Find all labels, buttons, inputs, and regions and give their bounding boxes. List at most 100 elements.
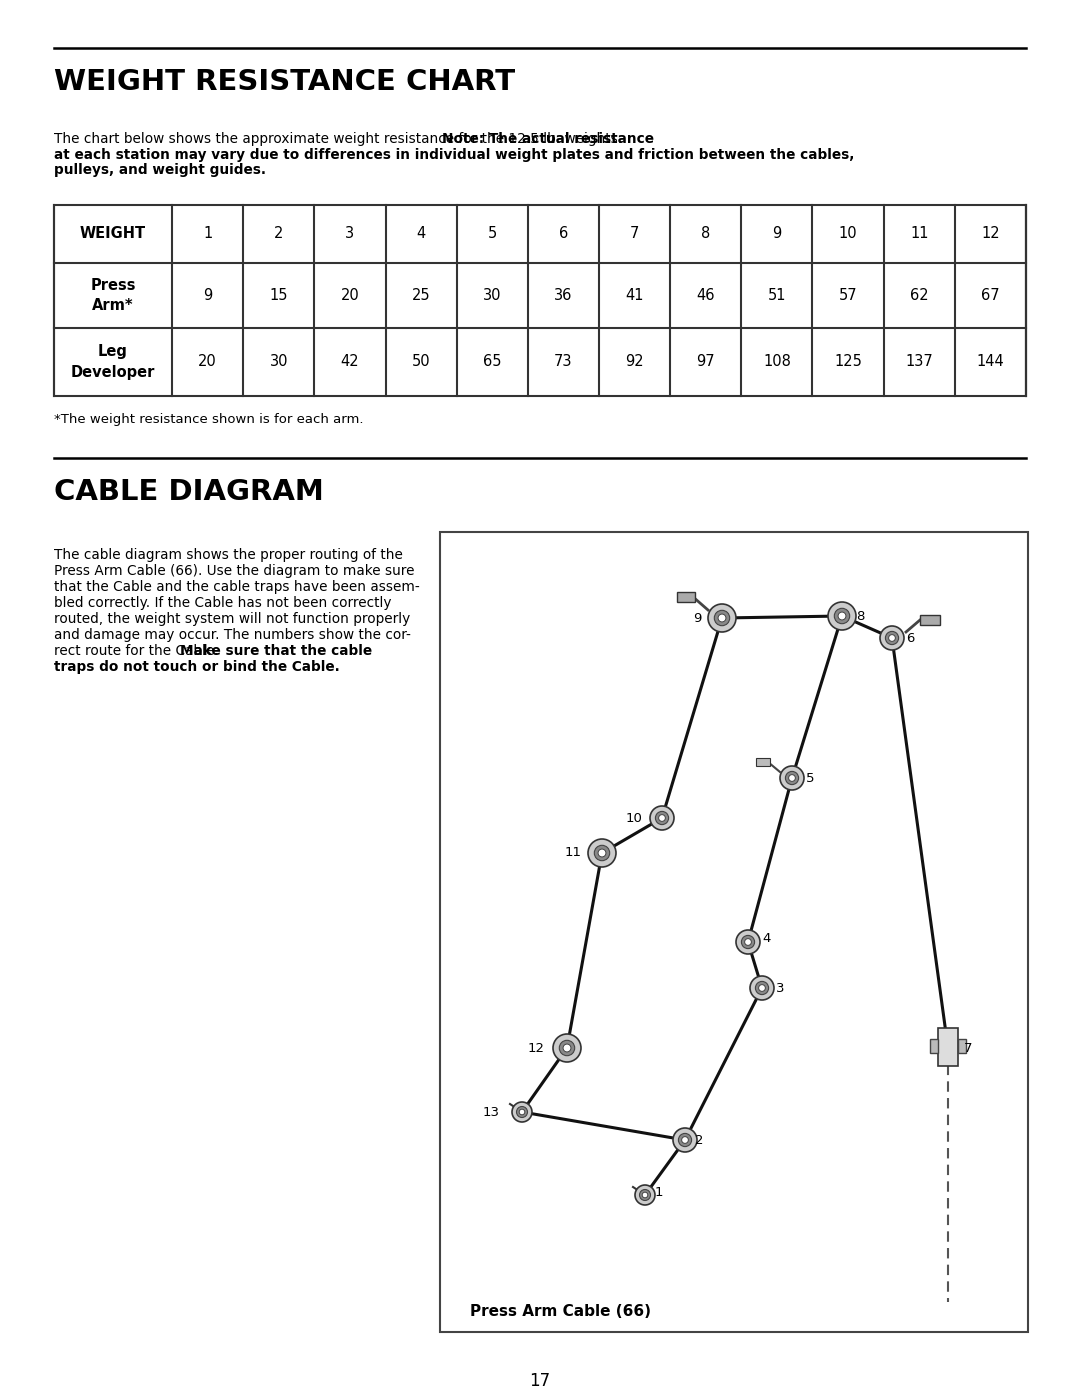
Circle shape [598, 849, 606, 856]
Text: 1: 1 [654, 1186, 663, 1200]
Bar [54, 205, 1026, 395]
Text: The cable diagram shows the proper routing of the: The cable diagram shows the proper routi… [54, 548, 403, 562]
Circle shape [744, 939, 752, 946]
Text: 12: 12 [981, 226, 1000, 242]
Text: 20: 20 [199, 355, 217, 369]
Text: CABLE DIAGRAM: CABLE DIAGRAM [54, 478, 324, 506]
Circle shape [553, 1034, 581, 1062]
Text: 8: 8 [856, 609, 864, 623]
Text: 125: 125 [834, 355, 862, 369]
Circle shape [643, 1192, 648, 1197]
Text: 4: 4 [762, 932, 770, 944]
Text: 50: 50 [411, 355, 431, 369]
Circle shape [755, 982, 769, 995]
Text: 8: 8 [701, 226, 711, 242]
Text: 13: 13 [483, 1105, 500, 1119]
Bar [920, 615, 940, 624]
Circle shape [834, 608, 850, 623]
Circle shape [594, 845, 610, 861]
Text: 42: 42 [340, 355, 360, 369]
Text: at each station may vary due to differences in individual weight plates and fric: at each station may vary due to differen… [54, 148, 854, 162]
Text: 9: 9 [772, 226, 782, 242]
Circle shape [785, 771, 798, 785]
Bar [930, 1039, 939, 1053]
Bar [939, 1028, 958, 1066]
Bar [677, 592, 696, 602]
Circle shape [673, 1127, 697, 1153]
Text: Press Arm Cable (66): Press Arm Cable (66) [470, 1303, 651, 1319]
Text: Press
Arm*: Press Arm* [91, 278, 136, 313]
Text: 41: 41 [625, 288, 644, 303]
Text: pulleys, and weight guides.: pulleys, and weight guides. [54, 163, 266, 177]
Text: traps do not touch or bind the Cable.: traps do not touch or bind the Cable. [54, 659, 340, 673]
Circle shape [559, 1041, 575, 1056]
Circle shape [838, 612, 846, 620]
Text: and damage may occur. The numbers show the cor-: and damage may occur. The numbers show t… [54, 629, 410, 643]
Text: 30: 30 [270, 355, 288, 369]
Text: 46: 46 [697, 288, 715, 303]
Circle shape [659, 814, 665, 821]
Circle shape [588, 840, 616, 868]
Text: rect route for the Cable.: rect route for the Cable. [54, 644, 222, 658]
Text: bled correctly. If the Cable has not been correctly: bled correctly. If the Cable has not bee… [54, 597, 391, 610]
Text: Leg
Developer: Leg Developer [71, 344, 156, 380]
Text: that the Cable and the cable traps have been assem-: that the Cable and the cable traps have … [54, 580, 420, 594]
Text: 10: 10 [839, 226, 858, 242]
Text: 65: 65 [483, 355, 501, 369]
Text: 62: 62 [910, 288, 929, 303]
Text: 57: 57 [839, 288, 858, 303]
Text: WEIGHT RESISTANCE CHART: WEIGHT RESISTANCE CHART [54, 68, 515, 96]
Text: *The weight resistance shown is for each arm.: *The weight resistance shown is for each… [54, 414, 364, 426]
Text: Make sure that the cable: Make sure that the cable [180, 644, 373, 658]
Text: 10: 10 [625, 812, 642, 824]
Text: 5: 5 [488, 226, 497, 242]
Circle shape [639, 1189, 650, 1200]
Text: 144: 144 [976, 355, 1004, 369]
Circle shape [512, 1102, 532, 1122]
Text: 17: 17 [529, 1372, 551, 1390]
Circle shape [780, 766, 804, 789]
Text: Note: The actual resistance: Note: The actual resistance [442, 131, 654, 147]
Circle shape [788, 775, 795, 781]
Circle shape [516, 1106, 527, 1118]
Text: routed, the weight system will not function properly: routed, the weight system will not funct… [54, 612, 410, 626]
Circle shape [718, 615, 726, 622]
Text: 3: 3 [346, 226, 354, 242]
Bar [958, 1039, 966, 1053]
Text: 9: 9 [693, 612, 702, 624]
Circle shape [880, 626, 904, 650]
Text: 67: 67 [981, 288, 1000, 303]
Text: 92: 92 [625, 355, 644, 369]
Text: 7: 7 [964, 1042, 972, 1055]
Circle shape [563, 1044, 571, 1052]
Circle shape [714, 610, 730, 626]
Text: 137: 137 [905, 355, 933, 369]
Text: 2: 2 [696, 1133, 703, 1147]
Text: 1: 1 [203, 226, 212, 242]
Circle shape [750, 977, 774, 1000]
Text: 2: 2 [274, 226, 283, 242]
Text: 4: 4 [417, 226, 426, 242]
Bar [756, 759, 770, 766]
Text: 25: 25 [411, 288, 431, 303]
Text: 15: 15 [270, 288, 288, 303]
Circle shape [828, 602, 856, 630]
Circle shape [889, 634, 895, 641]
Circle shape [758, 985, 766, 992]
Text: 5: 5 [806, 771, 814, 785]
Circle shape [678, 1133, 691, 1147]
Text: WEIGHT: WEIGHT [80, 226, 146, 242]
Text: 20: 20 [340, 288, 360, 303]
Text: 6: 6 [906, 631, 915, 644]
Text: 97: 97 [697, 355, 715, 369]
Text: Press Arm Cable (66). Use the diagram to make sure: Press Arm Cable (66). Use the diagram to… [54, 564, 415, 578]
Text: 3: 3 [777, 982, 784, 995]
Text: 7: 7 [630, 226, 639, 242]
Text: 11: 11 [565, 847, 582, 859]
Text: 6: 6 [558, 226, 568, 242]
Circle shape [656, 812, 669, 824]
Text: 73: 73 [554, 355, 572, 369]
Text: 9: 9 [203, 288, 212, 303]
Circle shape [650, 806, 674, 830]
Text: 51: 51 [768, 288, 786, 303]
